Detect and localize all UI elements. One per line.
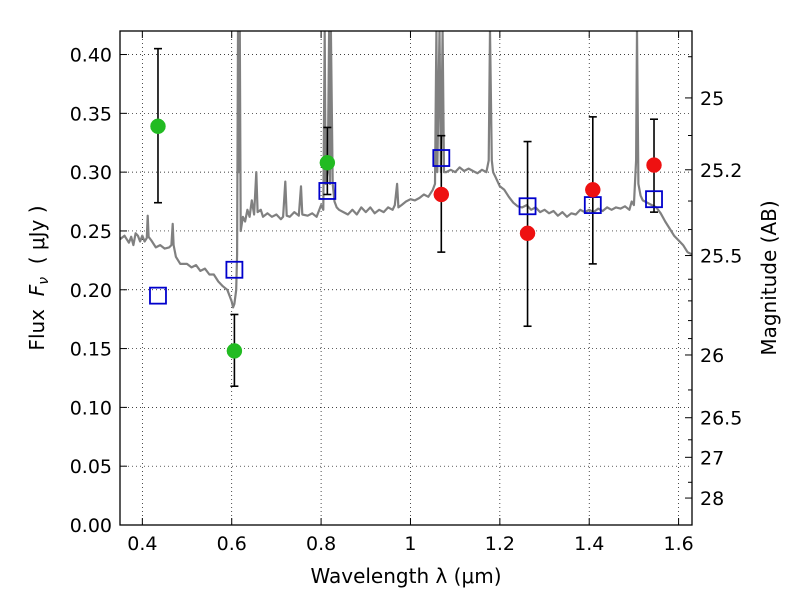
mag-tick-label: 25.5 bbox=[700, 246, 742, 268]
red-data-point bbox=[585, 182, 601, 198]
y-tick-label: 0.10 bbox=[70, 397, 112, 419]
x-tick-label: 1.4 bbox=[574, 533, 604, 555]
error-bars bbox=[153, 47, 659, 388]
spectrum-line bbox=[120, 31, 692, 309]
mag-tick-label: 27 bbox=[700, 447, 724, 469]
x-tick-label: 1.6 bbox=[663, 533, 693, 555]
model-square-point bbox=[518, 197, 537, 216]
x-tick-label: 0.4 bbox=[127, 533, 157, 555]
green-data-point bbox=[226, 343, 243, 359]
model-square-point bbox=[645, 190, 663, 209]
model-square-point bbox=[432, 149, 451, 167]
y-axis-label: Flux Fν ( μJy ) bbox=[25, 205, 52, 350]
axis-ticks bbox=[120, 31, 692, 526]
y-tick-label: 0.40 bbox=[70, 45, 112, 67]
y-tick-label: 0.30 bbox=[70, 162, 112, 184]
y-tick-label: 0.25 bbox=[70, 221, 112, 243]
mag-tick-label: 25.2 bbox=[700, 160, 742, 182]
model-spectrum bbox=[120, 31, 692, 309]
red-data-point bbox=[433, 186, 450, 203]
data-markers bbox=[149, 118, 663, 359]
mag-tick-label: 26 bbox=[700, 345, 724, 367]
model-square-point bbox=[225, 260, 244, 279]
grid-lines bbox=[120, 31, 692, 525]
y-tick-label: 0.35 bbox=[70, 103, 112, 125]
red-data-point bbox=[646, 157, 662, 173]
y-tick-label: 0.15 bbox=[70, 339, 112, 361]
mag-tick-label: 26.5 bbox=[700, 408, 742, 430]
tick-labels: 0.4 0.6 0.8 1 1.2 1.4 1.6 0.00 0.05 0.10 0.15 0.20 0… bbox=[70, 45, 743, 555]
x-tick-label: 1.2 bbox=[485, 533, 515, 555]
x-tick-label: 0.8 bbox=[306, 533, 336, 555]
x-axis-label: Wavelength λ (μm) bbox=[310, 564, 501, 588]
model-square-point bbox=[318, 182, 337, 200]
mag-tick-label: 25 bbox=[700, 88, 724, 110]
plot-frame bbox=[119, 30, 693, 526]
red-data-point bbox=[519, 225, 536, 242]
y-tick-label: 0.05 bbox=[70, 456, 112, 478]
y-tick-label: 0.00 bbox=[70, 515, 112, 537]
mag-tick-label: 28 bbox=[700, 488, 724, 510]
x-tick-label: 0.6 bbox=[217, 533, 247, 555]
green-data-point bbox=[150, 118, 166, 135]
model-square-point bbox=[149, 286, 167, 305]
x-tick-label: 1 bbox=[404, 533, 416, 555]
y-axis-label-right: Magnitude (AB) bbox=[757, 200, 781, 355]
green-data-point bbox=[319, 154, 336, 171]
y-tick-label: 0.20 bbox=[70, 280, 112, 302]
